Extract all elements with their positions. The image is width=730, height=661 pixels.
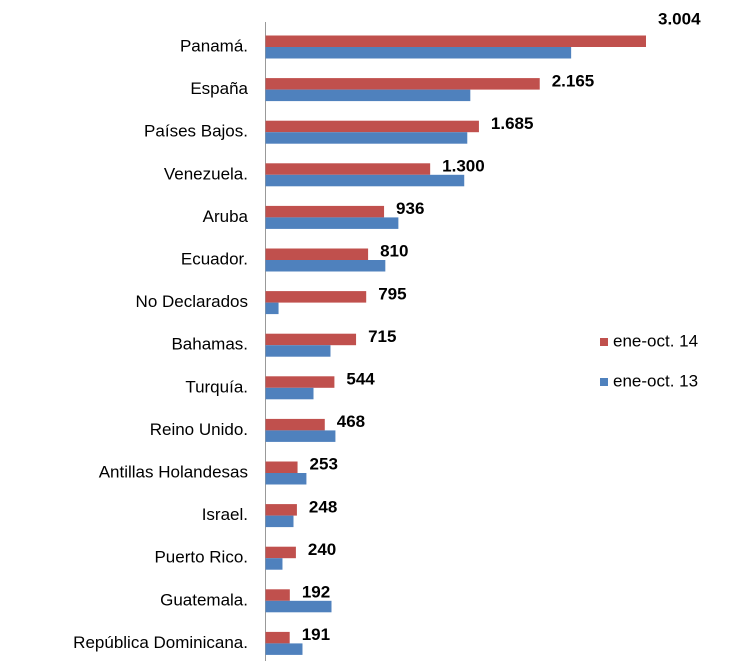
y-tick-label: Antillas Holandesas: [99, 462, 248, 481]
y-tick-label: Países Bajos.: [144, 122, 248, 141]
bar: [265, 174, 465, 187]
legend-marker: [600, 378, 608, 386]
bar: [265, 35, 646, 47]
value-label: 468: [337, 412, 365, 431]
value-label: 240: [308, 540, 336, 559]
bar: [265, 205, 385, 218]
bar: [265, 387, 314, 400]
bar: [265, 461, 298, 473]
bar: [265, 89, 471, 102]
y-tick-label: Reino Unido.: [150, 420, 248, 439]
bar: [265, 345, 331, 357]
bar: [265, 302, 279, 315]
y-tick-label: Aruba: [203, 207, 249, 226]
bar: [265, 78, 540, 90]
y-tick-label: Israel.: [202, 505, 248, 524]
bar: [265, 217, 399, 229]
bar: [265, 376, 335, 388]
legend-marker: [600, 338, 608, 346]
value-label: 191: [302, 625, 330, 644]
value-label: 1.300: [442, 157, 485, 176]
y-tick-label: Puerto Rico.: [154, 548, 248, 567]
value-label: 936: [396, 199, 424, 218]
value-label: 253: [310, 455, 338, 474]
legend-label: ene-oct. 14: [613, 331, 698, 350]
bar: [265, 558, 283, 570]
bar: [265, 546, 296, 559]
value-label: 2.165: [552, 71, 595, 90]
bar: [265, 504, 297, 516]
y-tick-label: España: [190, 79, 248, 98]
value-label: 3.004: [658, 9, 701, 28]
bar: [265, 473, 307, 485]
value-label: 248: [309, 497, 337, 516]
legend-label: ene-oct. 13: [613, 371, 698, 390]
bar: [265, 600, 332, 613]
bar: [265, 631, 290, 644]
y-tick-label: No Declarados: [136, 292, 248, 311]
value-label: 715: [368, 327, 396, 346]
bar: [265, 643, 303, 655]
y-tick-label: Bahamas.: [171, 335, 248, 354]
bar: [265, 430, 336, 442]
bar: [265, 333, 357, 346]
bar: [265, 163, 431, 175]
value-label: 192: [302, 583, 330, 602]
bar: [265, 418, 325, 431]
value-label: 795: [378, 284, 406, 303]
bar: [265, 515, 294, 528]
bar: [265, 120, 479, 133]
value-label: 544: [346, 370, 375, 389]
y-tick-label: Venezuela.: [164, 164, 248, 183]
y-tick-label: Guatemala.: [160, 590, 248, 609]
value-label: 1.685: [491, 114, 534, 133]
y-tick-label: República Dominicana.: [73, 633, 248, 652]
value-label: 810: [380, 242, 408, 261]
bar: [265, 589, 290, 601]
y-tick-label: Ecuador.: [181, 249, 248, 268]
bar: [265, 260, 386, 272]
bar: [265, 291, 367, 303]
bar: [265, 132, 468, 144]
y-tick-label: Panamá.: [180, 36, 248, 55]
y-tick-label: Turquía.: [185, 377, 248, 396]
bar: [265, 248, 369, 260]
bar: [265, 47, 572, 59]
